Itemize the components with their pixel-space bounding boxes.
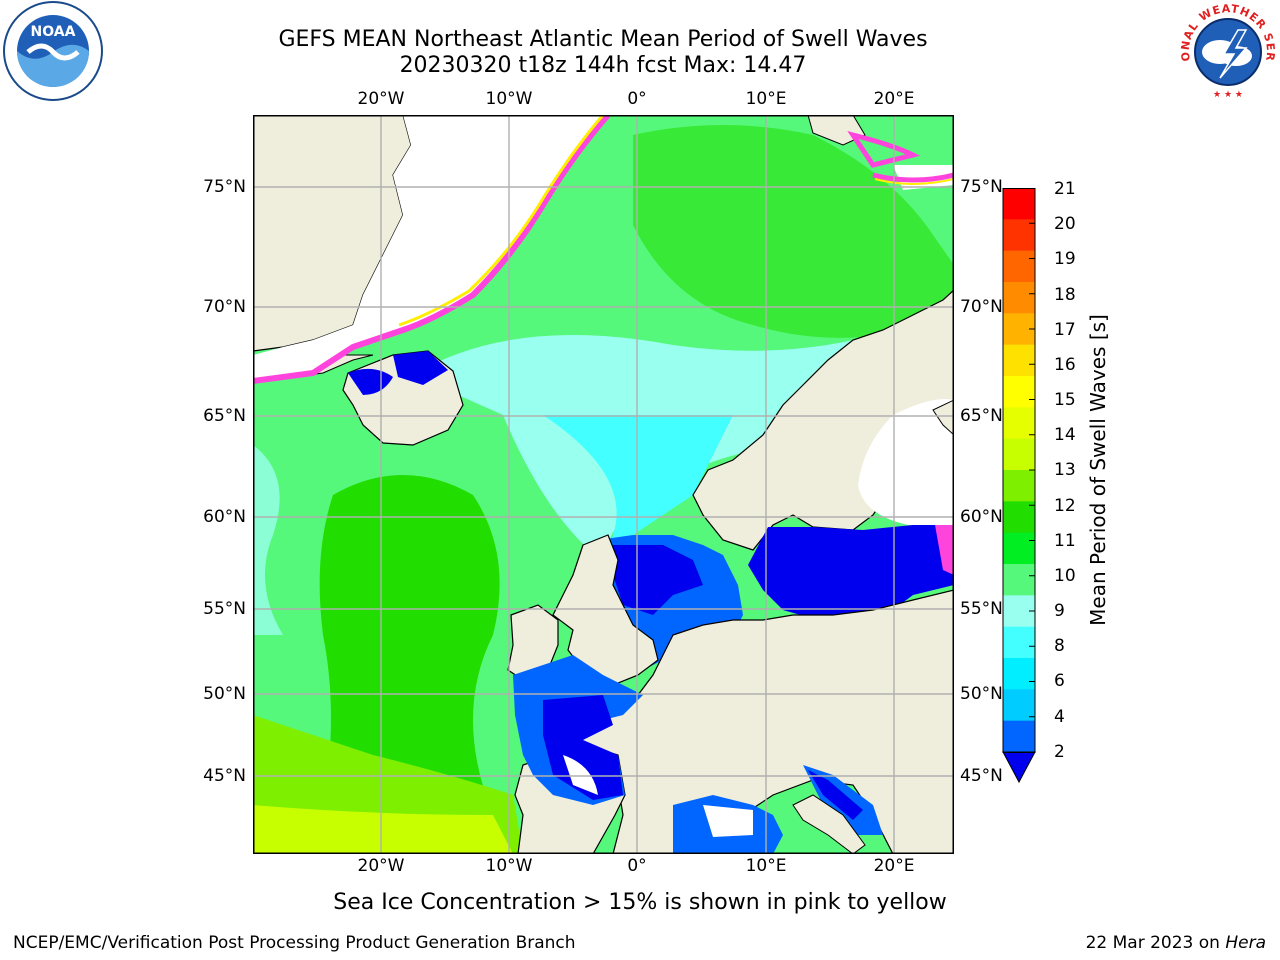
lon-label-top-0: 0° xyxy=(627,89,647,109)
lat-label-right-70n: 70°N xyxy=(960,297,1003,317)
sea-ice-edge xyxy=(253,115,611,384)
colorbar-segment xyxy=(1003,626,1035,659)
no-data-gulf-of-bothnia xyxy=(858,399,954,525)
colorbar-segment xyxy=(1003,658,1035,690)
colorbar-segment xyxy=(1003,376,1035,408)
colorbar-segment xyxy=(1003,532,1035,565)
colorbar-svg xyxy=(1002,187,1036,784)
colorbar-segment xyxy=(1003,344,1035,377)
footer-branch: NCEP/EMC/Verification Post Processing Pr… xyxy=(13,933,576,953)
colorbar-tick-19: 19 xyxy=(1054,249,1076,269)
colorbar-tick-6: 6 xyxy=(1054,671,1065,691)
footer-date: 22 Mar 2023 on Hera xyxy=(1086,933,1266,953)
lat-label-left-50n: 50°N xyxy=(203,684,246,704)
svg-text:★ ★ ★: ★ ★ ★ xyxy=(1213,90,1243,100)
sea-ice-caption: Sea Ice Concentration > 15% is shown in … xyxy=(0,890,1280,915)
map-panel xyxy=(253,115,954,854)
colorbar-segment xyxy=(1003,501,1035,534)
colorbar-segment xyxy=(1003,188,1035,220)
sea-ice-caption-text: Sea Ice Concentration > 15% is shown in … xyxy=(333,890,947,915)
colorbar-segment xyxy=(1003,219,1035,252)
colorbar-tick-2: 2 xyxy=(1054,742,1065,762)
footer-host: Hera xyxy=(1225,933,1266,953)
lon-label-bottom-10w: 10°W xyxy=(485,856,533,876)
graticule xyxy=(253,115,954,854)
lat-label-right-75n: 75°N xyxy=(960,177,1003,197)
lat-label-left-75n: 75°N xyxy=(203,177,246,197)
lon-label-top-20w: 20°W xyxy=(357,89,405,109)
lat-label-right-65n: 65°N xyxy=(960,406,1003,426)
colorbar-tick-14: 14 xyxy=(1054,425,1076,445)
lat-label-left-55n: 55°N xyxy=(203,599,246,619)
lon-label-bottom-10e: 10°E xyxy=(745,856,787,876)
lat-label-right-45n: 45°N xyxy=(960,766,1003,786)
lon-label-bottom-20w: 20°W xyxy=(357,856,405,876)
lat-label-right-50n: 50°N xyxy=(960,684,1003,704)
lon-label-top-10w: 10°W xyxy=(485,89,533,109)
swell-zone-blue-baltic xyxy=(748,525,954,620)
lat-label-left-65n: 65°N xyxy=(203,406,246,426)
colorbar-tick-16: 16 xyxy=(1054,355,1076,375)
colorbar-tick-15: 15 xyxy=(1054,390,1076,410)
noaa-logo: NOAA xyxy=(2,0,104,102)
colorbar-segment xyxy=(1003,470,1035,502)
colorbar-tick-8: 8 xyxy=(1054,636,1065,656)
colorbar-tick-13: 13 xyxy=(1054,460,1076,480)
noaa-logo-text: NOAA xyxy=(31,24,76,40)
lat-label-right-60n: 60°N xyxy=(960,507,1003,527)
footer-date-text: 22 Mar 2023 on xyxy=(1085,933,1226,953)
lat-label-right-55n: 55°N xyxy=(960,599,1003,619)
swell-zone-yellowgreen-south xyxy=(253,805,513,854)
colorbar-segment xyxy=(1003,282,1035,314)
chart-subtitle: 20230320 t18z 144h fcst Max: 14.47 xyxy=(399,53,807,78)
colorbar-label: Mean Period of Swell Waves [s] xyxy=(1086,314,1110,626)
colorbar-segment xyxy=(1003,438,1035,471)
lat-label-left-60n: 60°N xyxy=(203,507,246,527)
lat-label-left-45n: 45°N xyxy=(203,766,246,786)
colorbar-segment xyxy=(1003,720,1035,753)
map-svg xyxy=(253,115,954,854)
no-data-arctic xyxy=(253,115,608,381)
colorbar-tick-11: 11 xyxy=(1054,531,1076,551)
lon-label-bottom-0: 0° xyxy=(627,856,647,876)
colorbar-tick-20: 20 xyxy=(1054,214,1076,234)
colorbar-segment xyxy=(1003,564,1035,596)
lon-label-bottom-20e: 20°E xyxy=(873,856,915,876)
map-frame xyxy=(253,115,954,854)
nws-logo: NATIONAL WEATHER SERVICE ★ ★ ★ xyxy=(1171,0,1280,104)
colorbar-segment xyxy=(1003,689,1035,722)
chart-title: GEFS MEAN Northeast Atlantic Mean Period… xyxy=(278,27,928,52)
colorbar-tick-21: 21 xyxy=(1054,179,1076,199)
colorbar-tick-9: 9 xyxy=(1054,601,1065,621)
swell-zone-green-norwegian xyxy=(633,125,954,338)
colorbar-tick-17: 17 xyxy=(1054,320,1076,340)
colorbar-extend-arrow xyxy=(1002,751,1036,784)
lon-label-top-20e: 20°E xyxy=(873,89,915,109)
lat-label-left-70n: 70°N xyxy=(203,297,246,317)
colorbar-tick-4: 4 xyxy=(1054,707,1065,727)
colorbar xyxy=(1002,187,1036,784)
lon-label-top-10e: 10°E xyxy=(745,89,787,109)
colorbar-segment xyxy=(1003,250,1035,283)
colorbar-segment xyxy=(1003,407,1035,440)
colorbar-tick-10: 10 xyxy=(1054,566,1076,586)
colorbar-tick-18: 18 xyxy=(1054,285,1076,305)
colorbar-tick-12: 12 xyxy=(1054,496,1076,516)
swell-zone-cyan-mid xyxy=(543,415,733,560)
